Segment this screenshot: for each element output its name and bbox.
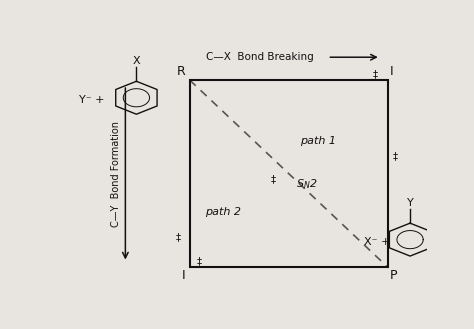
Text: P: P [390, 269, 398, 282]
Text: ‡: ‡ [271, 174, 276, 184]
Text: I: I [390, 65, 394, 79]
Text: R: R [176, 65, 185, 79]
Text: ‡: ‡ [373, 69, 378, 79]
Text: ‡: ‡ [196, 256, 201, 266]
Bar [190, 80, 388, 267]
Text: S$_N$2: S$_N$2 [296, 177, 318, 191]
Text: path 1: path 1 [300, 136, 336, 146]
Text: path 2: path 2 [205, 207, 241, 217]
Text: I: I [182, 269, 185, 282]
Text: Y⁻ +: Y⁻ + [80, 95, 105, 105]
Text: ‡: ‡ [393, 151, 398, 161]
Text: X⁻ +: X⁻ + [364, 237, 391, 247]
Text: C—Y  Bond Formation: C—Y Bond Formation [111, 121, 121, 227]
Text: X: X [133, 56, 140, 66]
Text: ‡: ‡ [175, 232, 181, 242]
Text: C—X  Bond Breaking: C—X Bond Breaking [206, 52, 314, 62]
Text: Y: Y [407, 198, 413, 208]
